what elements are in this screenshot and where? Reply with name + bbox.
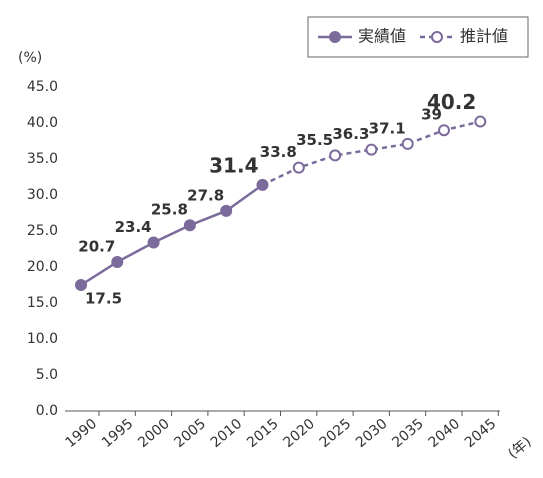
- series-line: [80, 183, 264, 287]
- point: [401, 137, 414, 150]
- point: [365, 143, 378, 156]
- value-label: 33.8: [260, 143, 297, 161]
- point: [183, 219, 196, 232]
- y-tick-label: 0.0: [36, 403, 58, 419]
- value-label: 17.5: [85, 290, 122, 308]
- y-tick-label: 15.0: [27, 295, 58, 311]
- value-label: 37.1: [369, 119, 406, 137]
- y-tick-label: 5.0: [36, 367, 58, 383]
- value-label: 39: [421, 106, 442, 124]
- value-label: 23.4: [115, 218, 152, 236]
- point: [438, 124, 450, 137]
- y-tick-label: 40.0: [27, 115, 58, 131]
- value-label: 27.8: [187, 186, 224, 204]
- y-tick-label: 25.0: [27, 223, 58, 239]
- point: [147, 236, 160, 249]
- point: [256, 178, 269, 191]
- value-label: 31.4: [209, 153, 258, 177]
- point: [474, 115, 487, 128]
- point: [292, 161, 305, 174]
- point: [329, 149, 342, 162]
- legend-label: 推計値: [460, 27, 508, 46]
- y-tick-label: 45.0: [27, 79, 58, 95]
- value-label: 25.8: [151, 201, 188, 219]
- value-label: 40.2: [427, 90, 476, 114]
- y-unit: (%): [18, 50, 42, 66]
- value-label: 20.7: [78, 237, 115, 255]
- value-label: 35.5: [296, 131, 333, 149]
- point: [111, 255, 124, 268]
- y-tick-label: 30.0: [27, 187, 58, 203]
- point: [220, 204, 233, 217]
- legend-marker: [431, 31, 443, 43]
- value-label: 36.3: [332, 125, 369, 143]
- y-tick-label: 20.0: [27, 259, 58, 275]
- point: [75, 279, 87, 291]
- y-tick-label: 35.0: [27, 151, 58, 167]
- y-tick-label: 10.0: [27, 331, 58, 347]
- legend-marker: [329, 31, 341, 43]
- legend-label: 実績値: [358, 27, 406, 46]
